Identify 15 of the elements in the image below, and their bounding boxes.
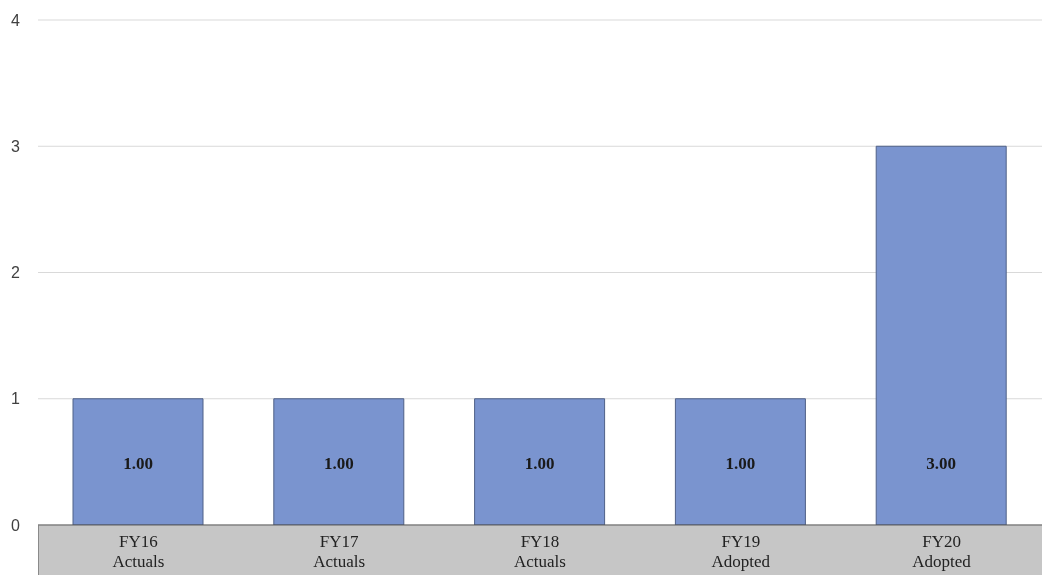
data-label: 1.00 [725,453,756,473]
x-tick-label: FY17 Actuals [313,532,366,571]
data-label: 3.00 [926,453,957,473]
data-label: 1.00 [524,453,555,473]
data-label: 1.00 [323,453,354,473]
y-tick-label: 1 [11,390,21,408]
x-tick-label: FY18 Actuals [514,532,566,571]
x-tick-label: FY16 Actuals [112,532,165,571]
data-label: 1.00 [123,453,153,473]
y-tick-label: 3 [11,137,21,155]
x-tick-label: FY19 Adopted [711,532,771,571]
y-tick-label: 2 [11,264,21,282]
x-tick-label: FY20 Adopted [912,532,972,571]
y-tick-label: 4 [11,11,21,29]
y-tick-label: 0 [11,516,21,534]
